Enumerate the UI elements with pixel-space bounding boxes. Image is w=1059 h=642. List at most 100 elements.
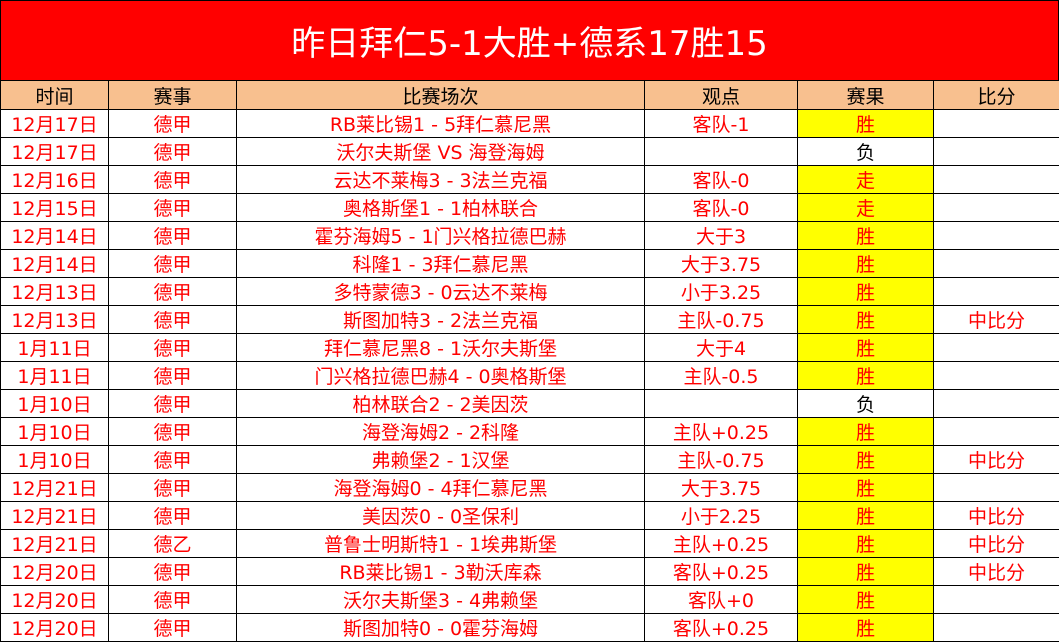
score-cell [934,474,1059,502]
score-cell: 中比分 [934,502,1059,530]
result-cell: 胜 [798,334,934,362]
match-cell: 柏林联合2 - 2美因茨 [237,390,645,418]
match-cell: 斯图加特3 - 2法兰克福 [237,306,645,334]
score-cell [934,586,1059,614]
score-cell [934,334,1059,362]
score-cell [934,166,1059,194]
pick-cell: 大于3.75 [645,474,798,502]
pick-cell [645,390,798,418]
date-cell: 12月20日 [1,586,109,614]
match-cell: 沃尔夫斯堡3 - 4弗赖堡 [237,586,645,614]
pick-cell: 大于4 [645,334,798,362]
league-cell: 德甲 [109,110,237,138]
league-cell: 德甲 [109,222,237,250]
date-cell: 1月10日 [1,390,109,418]
header-match: 比赛场次 [237,81,645,110]
match-cell: RB莱比锡1 - 3勒沃库森 [237,558,645,586]
date-cell: 12月21日 [1,474,109,502]
match-cell: 霍芬海姆5 - 1门兴格拉德巴赫 [237,222,645,250]
date-cell: 1月10日 [1,418,109,446]
result-cell: 负 [798,390,934,418]
result-cell: 胜 [798,306,934,334]
score-cell [934,138,1059,166]
score-cell [934,614,1059,642]
score-cell [934,194,1059,222]
date-cell: 12月15日 [1,194,109,222]
match-cell: 普鲁士明斯特1 - 1埃弗斯堡 [237,530,645,558]
score-cell [934,110,1059,138]
pick-cell: 主队+0.25 [645,530,798,558]
pick-cell: 主队-0.75 [645,306,798,334]
match-cell: 斯图加特0 - 0霍芬海姆 [237,614,645,642]
pick-cell: 客队-0 [645,194,798,222]
result-cell: 胜 [798,586,934,614]
result-cell: 胜 [798,110,934,138]
result-cell: 胜 [798,530,934,558]
league-cell: 德甲 [109,474,237,502]
header-score: 比分 [934,81,1059,110]
match-cell: 多特蒙德3 - 0云达不莱梅 [237,278,645,306]
date-cell: 12月21日 [1,502,109,530]
result-cell: 胜 [798,362,934,390]
score-cell [934,278,1059,306]
date-cell: 12月17日 [1,138,109,166]
result-cell: 胜 [798,502,934,530]
date-cell: 12月20日 [1,614,109,642]
league-cell: 德甲 [109,558,237,586]
result-cell: 胜 [798,558,934,586]
pick-cell: 客队+0.25 [645,614,798,642]
match-cell: 美因茨0 - 0圣保利 [237,502,645,530]
pick-cell: 小于3.25 [645,278,798,306]
league-cell: 德甲 [109,362,237,390]
date-cell: 1月11日 [1,362,109,390]
match-cell: 弗赖堡2 - 1汉堡 [237,446,645,474]
pick-cell: 主队-0.5 [645,362,798,390]
result-cell: 胜 [798,250,934,278]
score-cell [934,390,1059,418]
league-cell: 德甲 [109,306,237,334]
pick-cell: 大于3 [645,222,798,250]
pick-cell: 客队+0 [645,586,798,614]
table-row: 12月17日德甲沃尔夫斯堡 VS 海登海姆负 [1,138,1059,166]
header-row: 时间 赛事 比赛场次 观点 赛果 比分 [1,81,1059,110]
match-cell: 奥格斯堡1 - 1柏林联合 [237,194,645,222]
header-pick: 观点 [645,81,798,110]
score-cell [934,362,1059,390]
result-cell: 胜 [798,278,934,306]
match-cell: RB莱比锡1 - 5拜仁慕尼黑 [237,110,645,138]
match-cell: 拜仁慕尼黑8 - 1沃尔夫斯堡 [237,334,645,362]
result-cell: 胜 [798,418,934,446]
score-cell [934,418,1059,446]
pick-cell: 主队+0.25 [645,418,798,446]
league-cell: 德甲 [109,418,237,446]
page-title: 昨日拜仁5-1大胜+德系17胜15 [0,0,1059,80]
league-cell: 德甲 [109,334,237,362]
date-cell: 12月21日 [1,530,109,558]
league-cell: 德甲 [109,502,237,530]
result-cell: 走 [798,194,934,222]
match-cell: 沃尔夫斯堡 VS 海登海姆 [237,138,645,166]
table-row: 1月10日德甲柏林联合2 - 2美因茨负 [1,390,1059,418]
date-cell: 1月10日 [1,446,109,474]
pick-cell: 客队-1 [645,110,798,138]
date-cell: 12月16日 [1,166,109,194]
pick-cell: 小于2.25 [645,502,798,530]
date-cell: 12月13日 [1,278,109,306]
match-cell: 云达不莱梅3 - 3法兰克福 [237,166,645,194]
league-cell: 德甲 [109,446,237,474]
match-cell: 科隆1 - 3拜仁慕尼黑 [237,250,645,278]
league-cell: 德乙 [109,530,237,558]
